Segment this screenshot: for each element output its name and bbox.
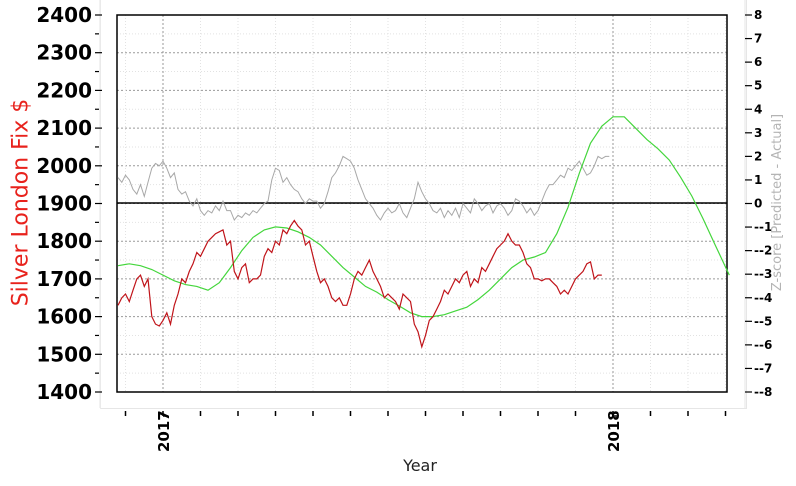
x-tick-label: 2017 <box>155 410 173 452</box>
right-tick-label: --3 <box>754 267 772 281</box>
left-tick-label: 1700 <box>36 267 92 291</box>
right-tick-label: --7 <box>754 361 772 375</box>
left-tick-label: 1600 <box>36 305 92 329</box>
right-tick-label: --6 <box>754 338 772 352</box>
right-tick-label: 1 <box>754 173 762 187</box>
right-tick-label: 3 <box>754 126 762 140</box>
right-tick-label: 2 <box>754 149 762 163</box>
left-axis-label: Silver London Fix $ <box>6 0 36 486</box>
right-axis-label: Z-score [Predicted - Actual] <box>760 0 790 486</box>
left-axis-title: Silver London Fix $ <box>8 98 34 307</box>
left-tick-label: 1400 <box>36 380 92 404</box>
x-axis-title: Year <box>403 456 437 475</box>
left-tick-label: 1900 <box>36 192 92 216</box>
actual-price-line <box>117 219 602 349</box>
left-tick-label: 1800 <box>36 229 92 253</box>
right-tick-label: --8 <box>754 385 772 399</box>
left-tick-label: 2400 <box>36 3 92 27</box>
right-tick-label: 4 <box>754 102 762 116</box>
x-tick-label: 2018 <box>605 410 623 452</box>
right-tick-label: --2 <box>754 244 772 258</box>
left-tick-label: 2300 <box>36 41 92 65</box>
right-axis-title: Z-score [Predicted - Actual] <box>770 113 785 292</box>
right-tick-label: 6 <box>754 55 762 69</box>
predicted-line <box>117 116 730 318</box>
right-tick-label: 8 <box>754 8 762 22</box>
left-tick-label: 2000 <box>36 154 92 178</box>
right-tick-label: 0 <box>754 197 762 211</box>
left-y-axis: 1400 1500 1600 1700 1800 1900 2000 2100 2200 2300… <box>36 0 102 408</box>
right-tick-label: --5 <box>754 314 772 328</box>
zscore-line <box>117 155 610 221</box>
right-y-axis: 8 7 6 5 4 3 2 1 0 --1 --2 --3 --4 --5 --6 --7 --8 <box>744 0 772 408</box>
right-tick-label: 7 <box>754 32 762 46</box>
x-axis: 2017 2018 <box>124 410 727 452</box>
right-tick-label: --1 <box>754 220 772 234</box>
right-tick-label: 5 <box>754 79 762 93</box>
left-tick-label: 2100 <box>36 116 92 140</box>
left-tick-label: 2200 <box>36 78 92 102</box>
left-tick-label: 1500 <box>36 342 92 366</box>
right-tick-label: --4 <box>754 291 772 305</box>
